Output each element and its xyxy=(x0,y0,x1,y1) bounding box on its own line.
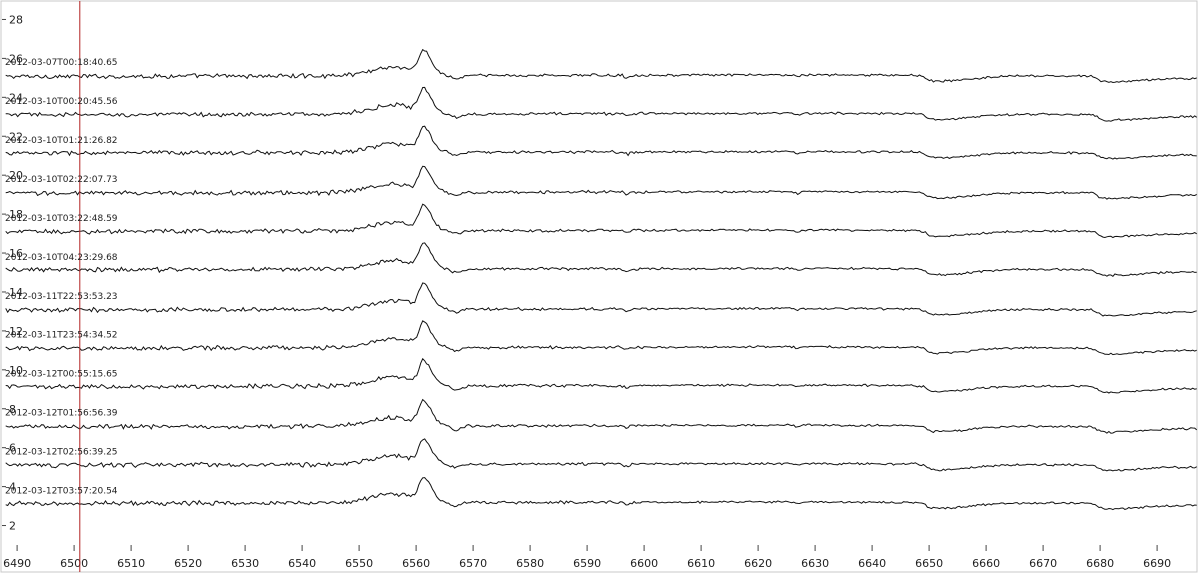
x-tick-label: 6620 xyxy=(744,557,772,570)
x-axis: 6490 6500 6510 6520 6530 6540 6550 6560 6570 6580… xyxy=(3,545,1171,570)
x-tick-label: 6550 xyxy=(345,557,373,570)
y-tick-label: 22 xyxy=(9,130,23,143)
x-tick-label: 6540 xyxy=(288,557,316,570)
spectrum-trace xyxy=(5,48,1197,84)
x-tick-label: 6670 xyxy=(1029,557,1057,570)
y-tick-label: 6 xyxy=(9,442,16,455)
trace-label: 2012-03-12T01:56:56.39 xyxy=(5,409,118,419)
x-tick-label: 6510 xyxy=(117,557,145,570)
spectrum-trace xyxy=(5,86,1197,122)
y-tick-label: 18 xyxy=(9,208,23,221)
y-tick-label: 8 xyxy=(9,403,16,416)
trace-label: 2012-03-11T23:54:34.52 xyxy=(5,331,118,341)
x-tick-label: 6570 xyxy=(459,557,487,570)
y-tick-label: 16 xyxy=(9,247,23,260)
spectrum-trace xyxy=(5,357,1197,394)
trace-label: 2012-03-12T00:55:15.65 xyxy=(5,370,118,380)
trace-group xyxy=(5,48,1198,511)
spectrum-trace xyxy=(5,203,1197,239)
spectrum-trace xyxy=(5,320,1197,356)
x-tick-label: 6630 xyxy=(801,557,829,570)
spectrum-trace xyxy=(5,282,1197,317)
x-tick-label: 6520 xyxy=(174,557,202,570)
spectrum-trace xyxy=(5,125,1197,160)
trace-label: 2012-03-10T04:23:29.68 xyxy=(5,253,118,263)
x-tick-label: 6640 xyxy=(858,557,886,570)
y-tick-label: 20 xyxy=(9,169,23,182)
x-tick-label: 6490 xyxy=(3,557,31,570)
trace-label: 2012-03-10T03:22:48.59 xyxy=(5,214,118,224)
x-tick-label: 6560 xyxy=(402,557,430,570)
x-tick-label: 6500 xyxy=(60,557,88,570)
spectrum-trace xyxy=(5,398,1198,434)
spectrum-trace xyxy=(5,165,1197,200)
trace-label: 2012-03-10T02:22:07.73 xyxy=(5,175,118,185)
x-tick-label: 6690 xyxy=(1143,557,1171,570)
trace-label: 2012-03-12T02:56:39.25 xyxy=(5,447,118,457)
y-tick-label: 2 xyxy=(9,520,16,533)
trace-label: 2012-03-10T01:21:26.82 xyxy=(5,136,118,146)
x-tick-label: 6590 xyxy=(573,557,601,570)
y-tick-label: 26 xyxy=(9,52,23,65)
y-tick-label: 12 xyxy=(9,325,23,338)
y-tick-label: 28 xyxy=(9,13,23,26)
x-tick-label: 6580 xyxy=(516,557,544,570)
spectrum-trace xyxy=(5,477,1197,511)
x-tick-label: 6660 xyxy=(972,557,1000,570)
y-tick-label: 4 xyxy=(9,481,16,494)
trace-label: 2012-03-10T00:20:45.56 xyxy=(5,97,118,107)
y-tick-label: 24 xyxy=(9,91,23,104)
x-tick-label: 6530 xyxy=(231,557,259,570)
y-tick-label: 10 xyxy=(9,364,23,377)
trace-label: 2012-03-12T03:57:20.54 xyxy=(5,486,118,496)
x-tick-label: 6600 xyxy=(630,557,658,570)
x-tick-label: 6610 xyxy=(687,557,715,570)
trace-label: 2012-03-11T22:53:53.23 xyxy=(5,292,118,302)
spectrum-trace xyxy=(5,438,1197,472)
spectrum-trace xyxy=(5,242,1197,277)
y-tick-label: 14 xyxy=(9,286,23,299)
trace-label: 2012-03-07T00:18:40.65 xyxy=(5,58,118,68)
trace-label-group: 2012-03-07T00:18:40.65 2012-03-10T00:20:4… xyxy=(5,58,118,496)
x-tick-label: 6650 xyxy=(915,557,943,570)
x-tick-label: 6680 xyxy=(1086,557,1114,570)
